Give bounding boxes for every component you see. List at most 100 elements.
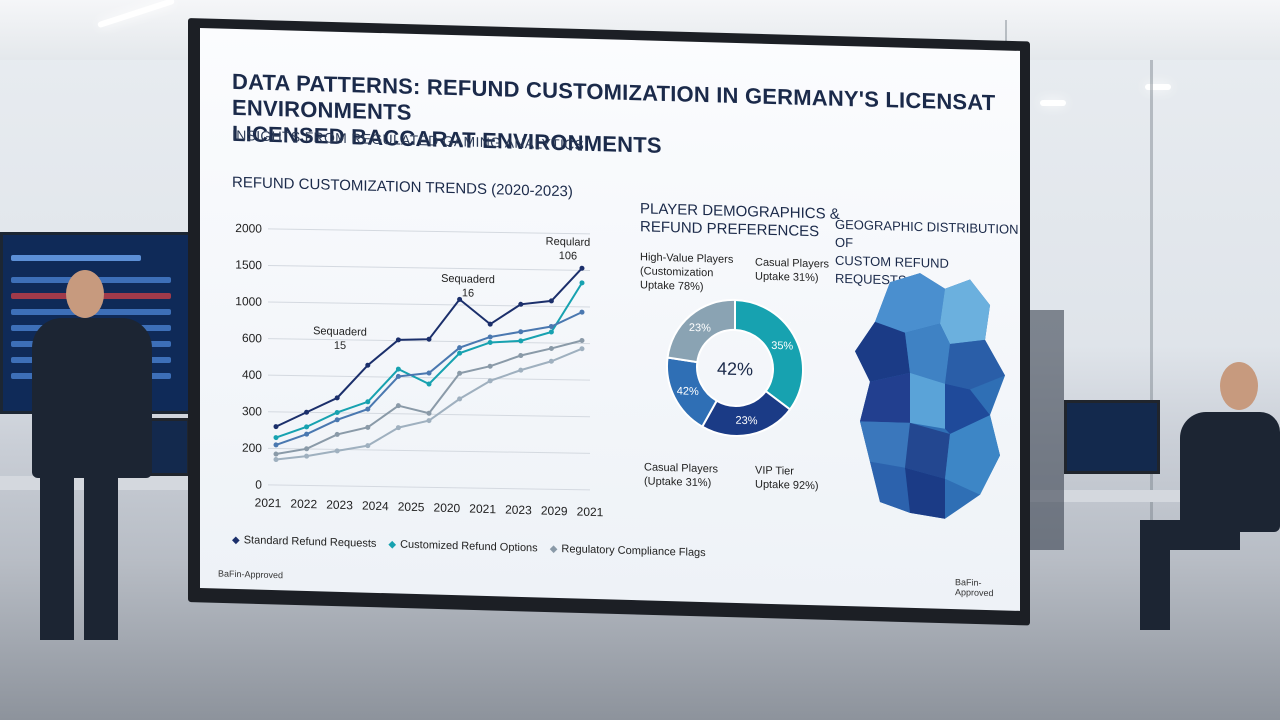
data-point: [304, 424, 310, 430]
legend-item: ◆ Regulatory Compliance Flags: [549, 543, 706, 560]
data-point: [457, 345, 463, 351]
data-point: [426, 370, 432, 376]
data-point: [273, 435, 279, 441]
presenter-leg: [40, 470, 74, 640]
data-point: [548, 329, 554, 335]
data-point: [304, 409, 310, 415]
data-point: [334, 409, 340, 415]
data-point: [426, 410, 432, 416]
data-point: [457, 296, 463, 302]
donut-slice: [734, 298, 804, 411]
data-point: [518, 301, 524, 307]
gridline: [267, 264, 591, 271]
x-tick-label: 2024: [362, 499, 389, 514]
series-line: [275, 339, 583, 456]
x-tick-label: 2022: [290, 497, 317, 512]
data-point: [487, 339, 493, 345]
data-point: [548, 298, 554, 304]
data-point: [457, 350, 463, 356]
gridline: [267, 301, 591, 308]
callout-vip: VIP Tier Uptake 92%): [755, 464, 819, 493]
dashboard-screen: DATA PATTERNS: REFUND CUSTOMIZATION IN G…: [200, 28, 1020, 611]
trend-chart-title: REFUND CUSTOMIZATION TRENDS (2020-2023): [232, 173, 573, 201]
y-tick-label: 300: [242, 404, 262, 419]
chart-annotation-value: 106: [559, 250, 577, 263]
donut-slice-label: 35%: [771, 340, 793, 353]
donut-slice-label: 23%: [736, 415, 758, 428]
donut-slice-label: 42%: [677, 385, 699, 398]
data-point: [457, 396, 463, 402]
data-point: [365, 424, 371, 430]
ceiling-light: [1040, 100, 1066, 106]
data-point: [487, 378, 493, 384]
trend-chart-legend: ◆ Standard Refund Requests ◆ Customized Re…: [232, 534, 706, 559]
callout-casual-top: Casual Players Uptake 31%): [755, 256, 829, 285]
data-point: [273, 424, 279, 430]
x-tick-label: 2023: [326, 498, 353, 513]
data-point: [273, 442, 279, 448]
data-point: [518, 338, 524, 344]
data-point: [334, 448, 340, 454]
data-point: [395, 425, 401, 431]
chart-annotation: Sequaderd: [313, 325, 367, 339]
legend-item: ◆ Customized Refund Options: [388, 538, 538, 555]
y-tick-label: 2000: [235, 221, 262, 236]
seated-person-head: [1220, 362, 1258, 410]
donut-center-value: 42%: [717, 358, 753, 379]
demographics-title: PLAYER DEMOGRAPHICS & REFUND PREFERENCES: [640, 200, 840, 241]
presenter-torso: [32, 318, 152, 478]
data-point: [365, 399, 371, 405]
data-point: [304, 446, 310, 452]
y-tick-label: 1500: [235, 258, 262, 273]
ceiling-light: [1145, 84, 1171, 90]
demographics-donut-chart: 35% 23% 42% 23% 42%: [666, 298, 804, 437]
desk-monitor: [1064, 400, 1160, 474]
data-point: [457, 370, 463, 376]
presenter-leg: [84, 470, 118, 640]
data-point: [548, 358, 554, 364]
glass-partition: [1150, 60, 1153, 560]
callout-casual-bottom: Casual Players (Uptake 31%): [644, 461, 718, 490]
data-point: [273, 457, 279, 463]
data-point: [518, 329, 524, 335]
chart-annotation: Requlard: [546, 236, 591, 249]
data-point: [487, 321, 493, 327]
callout-high-value: High-Value Players (Customization Uptake…: [640, 251, 734, 294]
data-point: [395, 373, 401, 379]
seated-person-legs: [1140, 540, 1170, 630]
y-tick-label: 1000: [235, 294, 262, 309]
data-point: [426, 418, 432, 424]
data-point: [273, 451, 279, 457]
data-point: [334, 417, 340, 423]
chart-annotation-value: 15: [334, 340, 346, 352]
data-point: [548, 345, 554, 351]
germany-map: [855, 273, 1005, 519]
x-tick-label: 2025: [398, 500, 425, 515]
data-point: [365, 406, 371, 412]
x-tick-label: 2029: [541, 504, 568, 519]
data-point: [487, 363, 493, 369]
data-point: [426, 336, 432, 342]
bafin-badge-left: BaFin-Approved: [218, 568, 284, 581]
data-point: [487, 334, 493, 340]
data-point: [304, 453, 310, 459]
gridline: [267, 484, 591, 491]
y-tick-label: 0: [255, 478, 262, 492]
data-point: [304, 431, 310, 437]
data-point: [395, 366, 401, 372]
background-person: [1030, 310, 1064, 550]
x-tick-label: 2023: [505, 503, 532, 518]
x-tick-label: 2021: [469, 502, 496, 517]
gridline: [267, 374, 591, 381]
x-tick-label: 2020: [434, 501, 461, 516]
donut-slice-label: 23%: [689, 322, 711, 335]
x-tick-label: 2021: [255, 496, 282, 511]
y-tick-label: 200: [242, 441, 262, 456]
data-point: [334, 431, 340, 437]
data-point: [548, 324, 554, 330]
gridline: [267, 447, 591, 454]
donut-slice: [666, 298, 736, 364]
seated-person: [1180, 412, 1280, 532]
data-point: [518, 367, 524, 373]
data-point: [579, 337, 585, 343]
